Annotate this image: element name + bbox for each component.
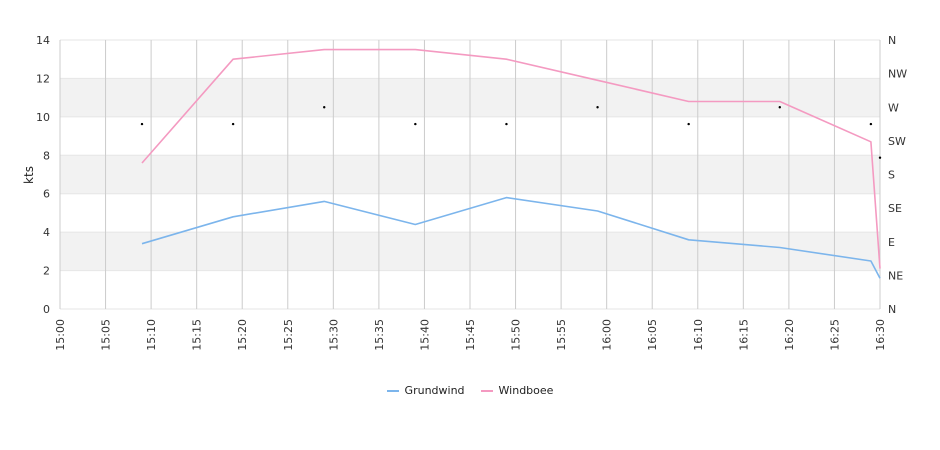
direction-marker (878, 156, 882, 159)
y-tick-label: 14 (36, 34, 50, 47)
right-tick-label: SW (888, 135, 906, 148)
direction-marker (505, 122, 508, 126)
x-axis-ticks: 15:00 15:05 15:10 15:15 15:20 15:25 15:30 15:35… (54, 319, 887, 351)
series-lines (141, 48, 881, 279)
x-tick-label: 15:10 (145, 319, 158, 351)
x-tick-label: 15:35 (373, 319, 386, 351)
x-tick-label: 16:10 (692, 319, 705, 351)
y-tick-label: 10 (36, 111, 50, 124)
legend-label: Windboee (498, 384, 554, 397)
x-tick-label: 15:50 (510, 319, 523, 351)
y-tick-label: 4 (43, 226, 50, 239)
x-tick-label: 15:25 (282, 319, 295, 351)
y-tick-label: 8 (43, 149, 50, 162)
x-tick-label: 15:20 (236, 319, 249, 351)
y-axis-title: kts (22, 166, 36, 184)
series-line-windboee (141, 48, 881, 269)
legend-swatch (386, 389, 399, 392)
direction-marker (231, 122, 235, 126)
x-tick-label: 16:25 (828, 319, 841, 351)
x-tick-label: 15:45 (464, 319, 477, 351)
vertical-gridlines (59, 40, 881, 309)
y-tick-label: 2 (43, 265, 50, 278)
x-tick-label: 15:05 (100, 319, 113, 351)
direction-marker (778, 106, 781, 109)
legend-item-grundwind[interactable]: Grundwind (386, 384, 465, 397)
direction-marker (140, 122, 144, 126)
right-tick-label: NW (888, 68, 907, 81)
x-tick-label: 15:30 (327, 319, 340, 351)
direction-marker (596, 106, 599, 109)
direction-marker (414, 122, 417, 126)
x-tick-label: 16:30 (874, 319, 887, 351)
legend-item-windboee[interactable]: Windboee (480, 384, 554, 397)
right-tick-label: N (888, 34, 896, 47)
right-tick-label: E (888, 236, 895, 249)
x-tick-label: 16:15 (737, 319, 750, 351)
y-tick-label: 6 (43, 188, 50, 201)
right-tick-label: NE (888, 269, 903, 282)
legend-swatch (480, 389, 493, 392)
direction-marker (323, 106, 326, 109)
legend-label: Grundwind (404, 384, 465, 397)
direction-markers (140, 106, 882, 159)
y-tick-label: 0 (43, 303, 50, 316)
x-tick-label: 16:05 (646, 319, 659, 351)
direction-marker (869, 122, 873, 126)
x-tick-label: 15:15 (191, 319, 204, 351)
right-tick-label: S (888, 169, 895, 182)
x-tick-label: 15:55 (555, 319, 568, 351)
direction-marker (687, 122, 690, 126)
x-tick-label: 16:20 (783, 319, 796, 351)
right-tick-label: W (888, 101, 899, 114)
x-tick-label: 16:00 (601, 319, 614, 351)
right-axis-ticks: N NE E SE S SW W NW N (888, 34, 907, 316)
y-axis-ticks: 0 2 4 6 8 10 12 14 (36, 34, 50, 316)
y-tick-label: 12 (36, 72, 50, 85)
legend: Grundwind Windboee (0, 384, 940, 397)
series-line-grundwind (141, 196, 881, 279)
right-tick-label: SE (888, 202, 902, 215)
right-tick-label: N (888, 303, 896, 316)
x-tick-label: 15:00 (54, 319, 67, 351)
x-tick-label: 15:40 (418, 319, 431, 351)
